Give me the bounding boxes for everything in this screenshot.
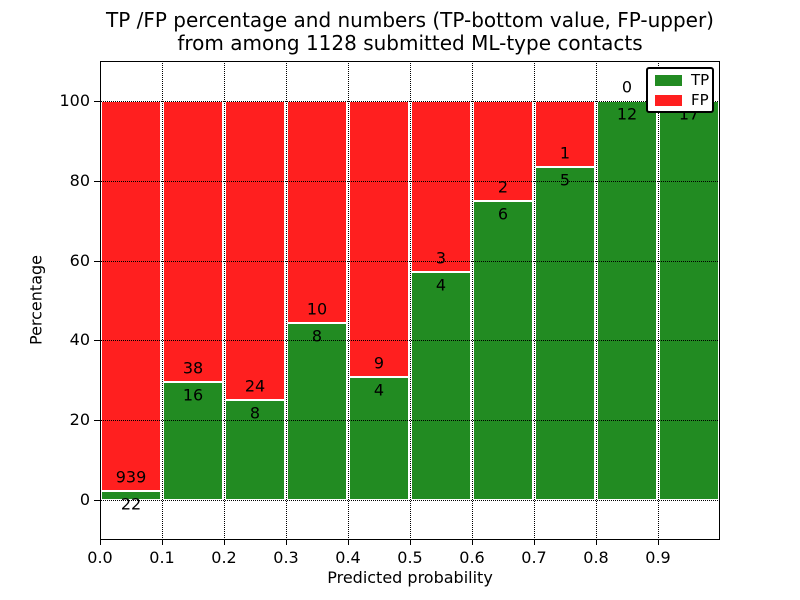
x-gridline bbox=[224, 61, 225, 540]
x-tick-label: 0.7 bbox=[521, 548, 547, 567]
bar-segment-tp bbox=[349, 377, 409, 501]
chart-title-line2: from among 1128 submitted ML-type contac… bbox=[177, 31, 643, 55]
bar-segment-fp bbox=[473, 100, 533, 201]
tp-count-label: 8 bbox=[311, 326, 323, 346]
x-gridline bbox=[286, 61, 287, 540]
x-tick-mark bbox=[162, 540, 163, 545]
bar-segment-fp bbox=[101, 100, 161, 491]
legend-label-fp: FP bbox=[691, 90, 709, 109]
bar-segment-tp bbox=[535, 167, 595, 501]
x-gridline bbox=[410, 61, 411, 540]
y-tick-label: 40 bbox=[69, 330, 90, 350]
bar-segment-fp bbox=[535, 100, 595, 168]
bar-segment-fp bbox=[225, 100, 285, 401]
fp-count-label: 1 bbox=[559, 143, 571, 163]
x-gridline bbox=[534, 61, 535, 540]
tp-count-label: 22 bbox=[120, 494, 142, 514]
bar-segment-fp bbox=[163, 100, 223, 382]
legend-label-tp: TP bbox=[691, 70, 710, 89]
x-tick-mark bbox=[286, 540, 287, 545]
y-tick-label: 0 bbox=[79, 490, 90, 510]
y-gridline bbox=[100, 500, 720, 502]
chart-title-line1: TP /FP percentage and numbers (TP-bottom… bbox=[106, 8, 714, 32]
legend-entry-fp: FP bbox=[655, 92, 709, 108]
x-tick-label: 0.0 bbox=[87, 548, 113, 567]
x-gridline bbox=[658, 61, 659, 540]
y-tick-label: 20 bbox=[69, 410, 90, 430]
x-gridline bbox=[162, 61, 163, 540]
bar-segment-fp bbox=[287, 100, 347, 323]
x-tick-mark bbox=[100, 540, 101, 545]
bar-segment-tp bbox=[287, 322, 347, 501]
fp-count-label: 939 bbox=[115, 467, 147, 487]
x-tick-label: 0.4 bbox=[335, 548, 361, 567]
bar-segment-tp bbox=[597, 100, 657, 501]
fp-count-label: 10 bbox=[306, 299, 328, 319]
y-tick-label: 60 bbox=[69, 250, 90, 270]
y-tick-mark bbox=[94, 180, 100, 182]
legend: TP FP bbox=[646, 67, 714, 113]
x-tick-label: 0.3 bbox=[273, 548, 299, 567]
y-gridline bbox=[100, 420, 720, 422]
fp-count-label: 3 bbox=[435, 248, 447, 268]
bar-segment-fp bbox=[349, 100, 409, 378]
y-gridline bbox=[100, 100, 720, 102]
y-gridline bbox=[100, 260, 720, 262]
x-tick-label: 0.9 bbox=[645, 548, 671, 567]
tp-color-swatch-icon bbox=[655, 74, 682, 86]
x-tick-label: 0.8 bbox=[583, 548, 609, 567]
x-gridline bbox=[472, 61, 473, 540]
tp-count-label: 4 bbox=[435, 275, 447, 295]
chart-title: TP /FP percentage and numbers (TP-bottom… bbox=[106, 9, 714, 55]
x-tick-mark bbox=[596, 540, 597, 545]
bar-segment-tp bbox=[101, 490, 161, 501]
bar-segment-fp bbox=[411, 100, 471, 272]
y-tick-label: 100 bbox=[59, 90, 90, 110]
bar-segment-tp bbox=[163, 381, 223, 501]
x-gridline bbox=[348, 61, 349, 540]
tp-count-label: 6 bbox=[497, 204, 509, 224]
bar-segment-tp bbox=[225, 400, 285, 501]
bar-segment-tp bbox=[473, 200, 533, 501]
x-tick-label: 0.2 bbox=[211, 548, 237, 567]
tp-count-label: 8 bbox=[249, 403, 261, 423]
y-gridline bbox=[100, 180, 720, 182]
x-tick-label: 0.5 bbox=[397, 548, 423, 567]
fp-color-swatch-icon bbox=[655, 94, 682, 106]
tp-count-label: 16 bbox=[182, 385, 204, 405]
x-tick-label: 0.6 bbox=[459, 548, 485, 567]
y-tick-label: 80 bbox=[69, 170, 90, 190]
y-tick-mark bbox=[94, 260, 100, 262]
x-tick-mark bbox=[224, 540, 225, 545]
x-tick-mark bbox=[472, 540, 473, 545]
y-tick-mark bbox=[94, 340, 100, 342]
y-axis-label: Percentage bbox=[26, 254, 46, 346]
tp-count-label: 5 bbox=[559, 170, 571, 190]
bar-segment-tp bbox=[659, 100, 719, 501]
legend-entry-tp: TP bbox=[655, 72, 709, 88]
fp-count-label: 38 bbox=[182, 358, 204, 378]
x-tick-mark bbox=[534, 540, 535, 545]
fp-count-label: 0 bbox=[621, 77, 633, 97]
x-axis-label: Predicted probability bbox=[327, 568, 493, 587]
x-tick-mark bbox=[410, 540, 411, 545]
x-gridline bbox=[596, 61, 597, 540]
bar-segment-tp bbox=[411, 271, 471, 501]
fp-count-label: 9 bbox=[373, 353, 385, 373]
fp-count-label: 2 bbox=[497, 177, 509, 197]
y-tick-mark bbox=[94, 420, 100, 422]
x-tick-mark bbox=[348, 540, 349, 545]
x-tick-mark bbox=[658, 540, 659, 545]
y-gridline bbox=[100, 340, 720, 342]
tp-count-label: 12 bbox=[616, 104, 638, 124]
y-tick-mark bbox=[94, 500, 100, 502]
y-tick-mark bbox=[94, 100, 100, 102]
x-tick-label: 0.1 bbox=[149, 548, 175, 567]
fp-count-label: 24 bbox=[244, 376, 266, 396]
tp-count-label: 4 bbox=[373, 380, 385, 400]
